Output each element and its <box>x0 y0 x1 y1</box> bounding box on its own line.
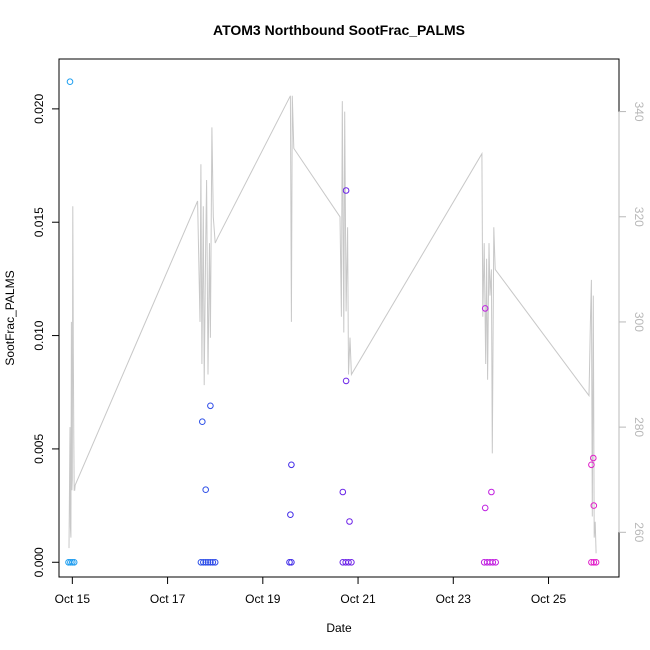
data-point <box>287 511 294 519</box>
altitude-line <box>68 95 597 554</box>
point-series-group <box>65 78 600 566</box>
y-axis-label: SootFrac_PALMS <box>3 270 17 365</box>
data-point <box>342 377 350 385</box>
data-point <box>339 488 347 496</box>
data-point <box>69 559 76 566</box>
data-point <box>590 454 597 462</box>
y2-tick-label: 300 <box>632 312 646 332</box>
data-point <box>348 559 355 566</box>
x-tick-label: Oct 19 <box>245 592 281 606</box>
data-point <box>211 559 219 566</box>
data-point <box>592 559 600 566</box>
y-tick-label: 0.020 <box>32 94 46 124</box>
data-point <box>481 504 489 512</box>
x-axis: Oct 15 Oct 17 Oct 19 Oct 21 Oct 23 Oct 25 <box>55 576 567 606</box>
y-tick-label: 0.015 <box>32 207 46 237</box>
data-point <box>588 559 595 566</box>
data-point <box>286 559 293 566</box>
y-tick-label: 0.010 <box>32 320 46 350</box>
y2-tick-label: 260 <box>632 522 646 542</box>
x-tick-label: Oct 25 <box>531 592 567 606</box>
data-point <box>488 488 495 496</box>
y-tick-label: 0.005 <box>32 434 46 464</box>
data-point <box>200 559 207 566</box>
data-point <box>346 518 353 525</box>
y-axis-left: 0.000 0.005 0.010 0.015 0.020 <box>32 94 60 577</box>
data-point <box>204 559 212 566</box>
y-axis-right: 260 280 300 320 340 <box>618 102 646 543</box>
x-tick-label: Oct 15 <box>55 592 91 606</box>
data-point <box>489 559 497 566</box>
data-point <box>67 559 74 566</box>
x-tick-label: Oct 21 <box>340 592 376 606</box>
data-point <box>202 559 209 566</box>
y2-tick-label: 280 <box>632 417 646 437</box>
data-point <box>202 486 209 494</box>
x-axis-label: Date <box>326 621 352 635</box>
data-point <box>345 559 352 566</box>
data-point <box>288 461 295 469</box>
line-series-group <box>68 95 597 554</box>
data-point <box>588 461 595 469</box>
data-point <box>590 502 598 509</box>
data-point <box>66 78 74 85</box>
data-point <box>342 187 350 194</box>
data-point <box>209 559 217 566</box>
y-tick-label: 0.000 <box>32 547 46 577</box>
x-tick-label: Oct 17 <box>150 592 186 606</box>
chart-title: ATOM3 Northbound SootFrac_PALMS <box>213 22 465 38</box>
data-point <box>197 559 205 566</box>
y2-tick-label: 340 <box>632 102 646 122</box>
x-tick-label: Oct 23 <box>436 592 472 606</box>
data-point <box>492 559 500 566</box>
data-point <box>288 559 295 566</box>
data-point <box>207 402 214 410</box>
data-point <box>199 418 206 426</box>
data-point <box>590 559 598 566</box>
data-point <box>70 559 78 566</box>
plot-frame <box>58 58 620 578</box>
data-point <box>481 305 489 312</box>
y2-tick-label: 320 <box>632 207 646 227</box>
data-point <box>207 559 214 566</box>
